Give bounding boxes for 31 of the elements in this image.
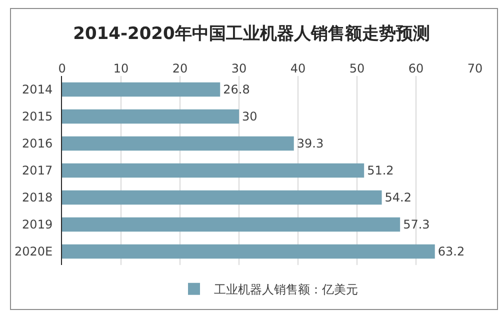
x-tick-label: 70 [467,62,483,76]
y-tick-label: 2015 [22,110,53,124]
data-label: 57.3 [403,218,430,232]
x-tick-label: 50 [349,62,365,76]
chart-title: 2014-2020年中国工业机器人销售额走势预测 [73,24,430,44]
bar [62,190,382,205]
y-tick-label: 2018 [22,190,53,205]
x-tick-label: 60 [408,62,424,76]
y-tick-label: 2020E [14,244,53,259]
legend-label: 工业机器人销售额：亿美元 [214,282,358,297]
data-label: 30 [242,110,258,124]
bar [62,82,220,97]
data-label: 26.8 [223,82,250,97]
x-tick-label: 0 [58,62,66,76]
x-tick-label: 10 [113,62,129,76]
x-tick-label: 40 [290,62,306,76]
data-label: 54.2 [384,190,412,204]
bar [62,136,294,151]
y-tick-label: 2014 [22,82,53,97]
bar [62,109,239,124]
x-tick-label: 20 [172,62,188,76]
bar [62,217,400,232]
y-tick-label: 2017 [22,164,53,178]
bar [62,244,435,259]
x-tick-label: 30 [231,62,247,76]
y-tick-label: 2016 [22,136,53,151]
data-label: 39.3 [296,136,324,151]
data-label: 51.2 [367,164,394,178]
data-label: 63.2 [438,244,465,259]
bar [62,163,364,178]
y-tick-label: 2019 [22,218,53,232]
